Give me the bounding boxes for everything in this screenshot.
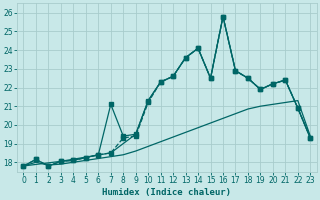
X-axis label: Humidex (Indice chaleur): Humidex (Indice chaleur) xyxy=(102,188,231,197)
